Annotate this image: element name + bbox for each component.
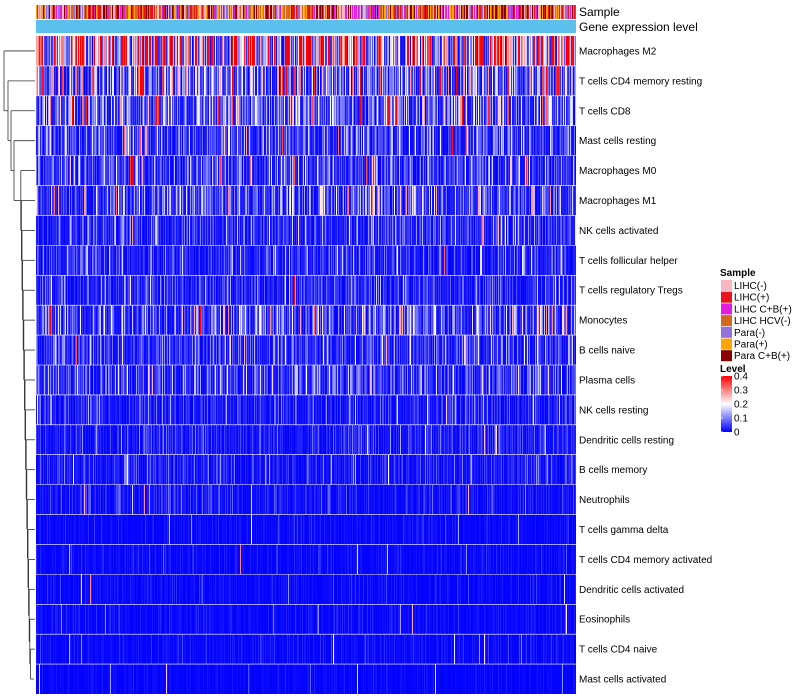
row-label: Neutrophils [579,495,630,506]
row-label: T cells CD4 memory activated [579,555,712,566]
level-tick-label: 0 [734,428,740,439]
level-tick-label: 0.2 [734,400,748,411]
row-label: T cells CD4 naive [579,645,658,656]
row-label: Mast cells resting [579,136,656,147]
heatmap-cells [36,36,576,694]
sample-legend-swatch [721,315,732,327]
row-label: B cells memory [579,465,647,476]
row-label: NK cells resting [579,405,648,416]
sample-legend-swatch [721,280,732,291]
sample-legend-label: Para(+) [734,340,768,351]
level-tick-label: 0.4 [734,372,748,383]
sample-legend-title: Sample [720,268,756,279]
row-dendrogram [3,50,35,680]
sample-legend-swatch [721,338,732,350]
sample-annotation-bar [36,5,576,19]
row-label: Macrophages M0 [579,166,657,177]
row-label: T cells regulatory Tregs [579,286,683,297]
annotation-label: Gene expression level [579,20,698,34]
sample-legend-swatch [721,303,732,315]
row-label: T cells CD4 memory resting [579,76,702,87]
row-label: Plasma cells [579,375,635,386]
sample-legend-label: LIHC C+B(+) [734,304,792,315]
annotation-label: Sample [579,5,620,19]
sample-legend-label: Para C+B(+) [734,351,790,362]
row-label: Dendritic cells activated [579,585,684,596]
row-label: Dendritic cells resting [579,435,674,446]
row-label: T cells gamma delta [579,525,669,536]
expression-level-annotation-bar [36,20,576,33]
sample-legend-label: LIHC(-) [734,281,767,292]
row-label: T cells follicular helper [579,256,678,267]
sample-legend-swatch [721,350,732,362]
sample-legend-label: Para(-) [734,328,765,339]
sample-legend: Sample LIHC(-)LIHC(+)LIHC C+B(+)LIHC HCV(… [720,268,792,362]
row-label: Monocytes [579,316,627,327]
row-label: T cells CD8 [579,106,631,117]
row-label: Mast cells activated [579,675,666,686]
row-label: Macrophages M1 [579,196,657,207]
sample-legend-label: LIHC(+) [734,293,769,304]
level-legend-title: Level [720,364,746,375]
row-label: Eosinophils [579,615,630,626]
sample-legend-swatch [721,326,732,338]
annotation-bars [36,5,576,33]
row-label: B cells naive [579,346,636,357]
level-color-bar [721,376,732,432]
row-label: NK cells activated [579,226,658,237]
sample-legend-swatch [721,291,732,303]
row-label: Macrophages M2 [579,46,657,57]
sample-legend-label: LIHC HCV(-) [734,316,791,327]
level-tick-label: 0.3 [734,386,748,397]
row-labels: Macrophages M2 T cells CD4 memory resting… [579,46,712,685]
level-tick-label: 0.1 [734,414,748,425]
